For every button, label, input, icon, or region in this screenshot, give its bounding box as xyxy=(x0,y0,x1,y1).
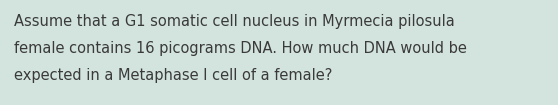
Text: expected in a Metaphase I cell of a female?: expected in a Metaphase I cell of a fema… xyxy=(14,68,333,83)
Text: Assume that a G1 somatic cell nucleus in Myrmecia pilosula: Assume that a G1 somatic cell nucleus in… xyxy=(14,14,455,29)
Text: female contains 16 picograms DNA. How much DNA would be: female contains 16 picograms DNA. How mu… xyxy=(14,41,467,56)
